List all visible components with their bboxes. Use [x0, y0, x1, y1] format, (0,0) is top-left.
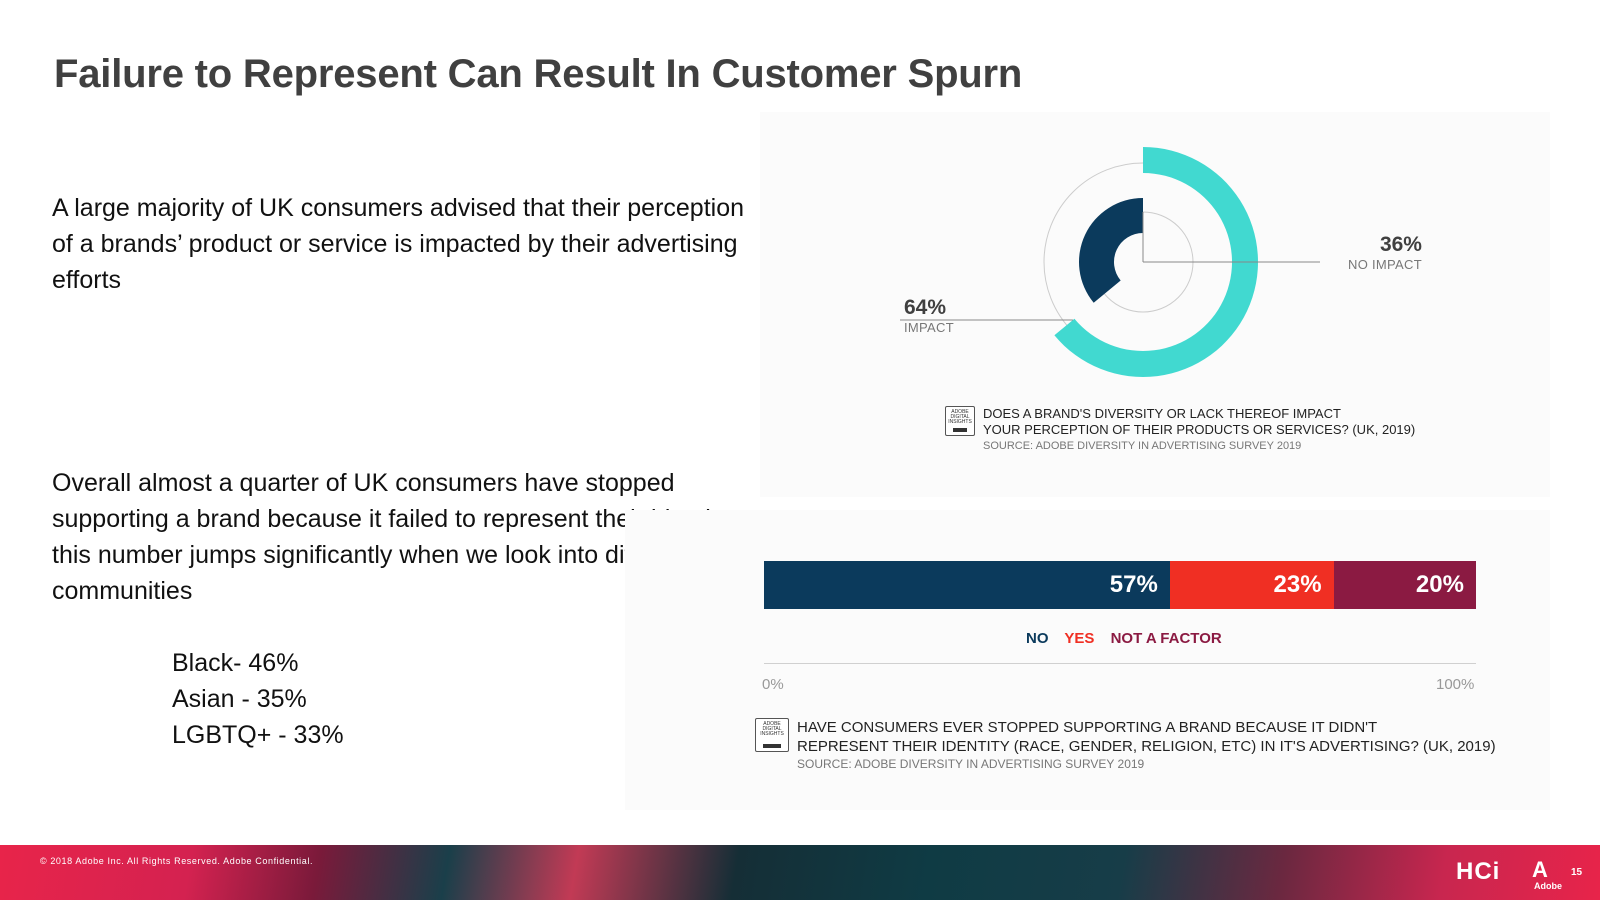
bar-segment-yes: 23%	[1169, 561, 1334, 609]
tick-100: 100%	[1436, 676, 1475, 693]
bar-panel	[625, 510, 1550, 810]
bar-segment-not-a-factor: 20%	[1333, 561, 1476, 609]
legend-not-a-factor: NOT A FACTOR	[1110, 630, 1222, 647]
bar-source: ADOBE DIGITAL INSIGHTS HAVE CONSUMERS EV…	[755, 718, 1496, 771]
adobe-logo-text: Adobe	[1534, 881, 1562, 891]
bar-question-line: HAVE CONSUMERS EVER STOPPED SUPPORTING A…	[797, 719, 1378, 736]
stat-black: Black- 46%	[172, 649, 299, 677]
donut-question-line: YOUR PERCEPTION OF THEIR PRODUCTS OR SER…	[983, 422, 1416, 437]
impact-caption: IMPACT	[904, 320, 954, 335]
adobe-logo-icon: A	[1532, 857, 1548, 882]
donut-chart	[900, 147, 1320, 377]
legend-yes: YES	[1064, 630, 1095, 647]
hci-logo: HCi	[1456, 858, 1501, 885]
donut-question-line: DOES A BRAND'S DIVERSITY OR LACK THEREOF…	[983, 406, 1341, 421]
bar-legend: NO YES NOT A FACTOR	[1026, 630, 1234, 647]
adobe-insights-badge-icon: ADOBE DIGITAL INSIGHTS	[945, 406, 975, 436]
adobe-insights-badge-icon: ADOBE DIGITAL INSIGHTS	[755, 718, 789, 752]
donut-slice-no-impact	[1079, 198, 1143, 303]
page-number: 15	[1571, 867, 1583, 878]
donut-slice-impact	[1054, 147, 1258, 377]
tick-0: 0%	[762, 676, 784, 693]
badge-line: INSIGHTS	[948, 419, 972, 425]
badge-line: INSIGHTS	[760, 731, 784, 737]
bar-axis-line	[764, 663, 1476, 664]
donut-source-text: SOURCE: ADOBE DIVERSITY IN ADVERTISING S…	[983, 440, 1302, 452]
bar-segment-label: 57%	[1109, 571, 1158, 598]
impact-label: 64% IMPACT	[904, 296, 954, 335]
donut-panel	[760, 112, 1550, 497]
badge-line: ADOBE	[763, 721, 781, 727]
no-impact-value: 36%	[1379, 233, 1422, 256]
stacked-bar: 57% 23% 20%	[764, 561, 1476, 609]
impact-value: 64%	[904, 296, 947, 319]
slide-title: Failure to Represent Can Result In Custo…	[54, 52, 1023, 96]
legend-no: NO	[1026, 630, 1049, 647]
no-impact-caption: NO IMPACT	[1348, 257, 1422, 272]
stat-lgbtq: LGBTQ+ - 33%	[172, 721, 344, 749]
bar-segment-label: 20%	[1415, 571, 1464, 598]
no-impact-label: 36% NO IMPACT	[1348, 233, 1422, 272]
badge-year-strip	[763, 744, 781, 748]
badge-line: DIGITAL	[950, 414, 970, 420]
footer-banner: © 2018 Adobe Inc. All Rights Reserved. A…	[0, 845, 1600, 900]
bar-source-text: SOURCE: ADOBE DIVERSITY IN ADVERTISING S…	[797, 757, 1145, 771]
badge-line: DIGITAL	[762, 726, 782, 732]
bar-question-line: REPRESENT THEIR IDENTITY (RACE, GENDER, …	[797, 738, 1496, 755]
spurn-paragraph: Overall almost a quarter of UK consumers…	[52, 469, 736, 605]
badge-line: ADOBE	[951, 409, 969, 415]
donut-source: ADOBE DIGITAL INSIGHTS DOES A BRAND'S DI…	[945, 406, 1415, 453]
bar-segment-no: 57%	[764, 561, 1170, 609]
community-stats: Black- 46% Asian - 35% LGBTQ+ - 33%	[172, 645, 344, 753]
bar-segment-label: 23%	[1273, 571, 1322, 598]
impact-paragraph: A large majority of UK consumers advised…	[52, 194, 745, 294]
copyright-text: © 2018 Adobe Inc. All Rights Reserved. A…	[40, 856, 314, 866]
badge-year-strip	[953, 428, 967, 432]
stat-asian: Asian - 35%	[172, 685, 307, 713]
